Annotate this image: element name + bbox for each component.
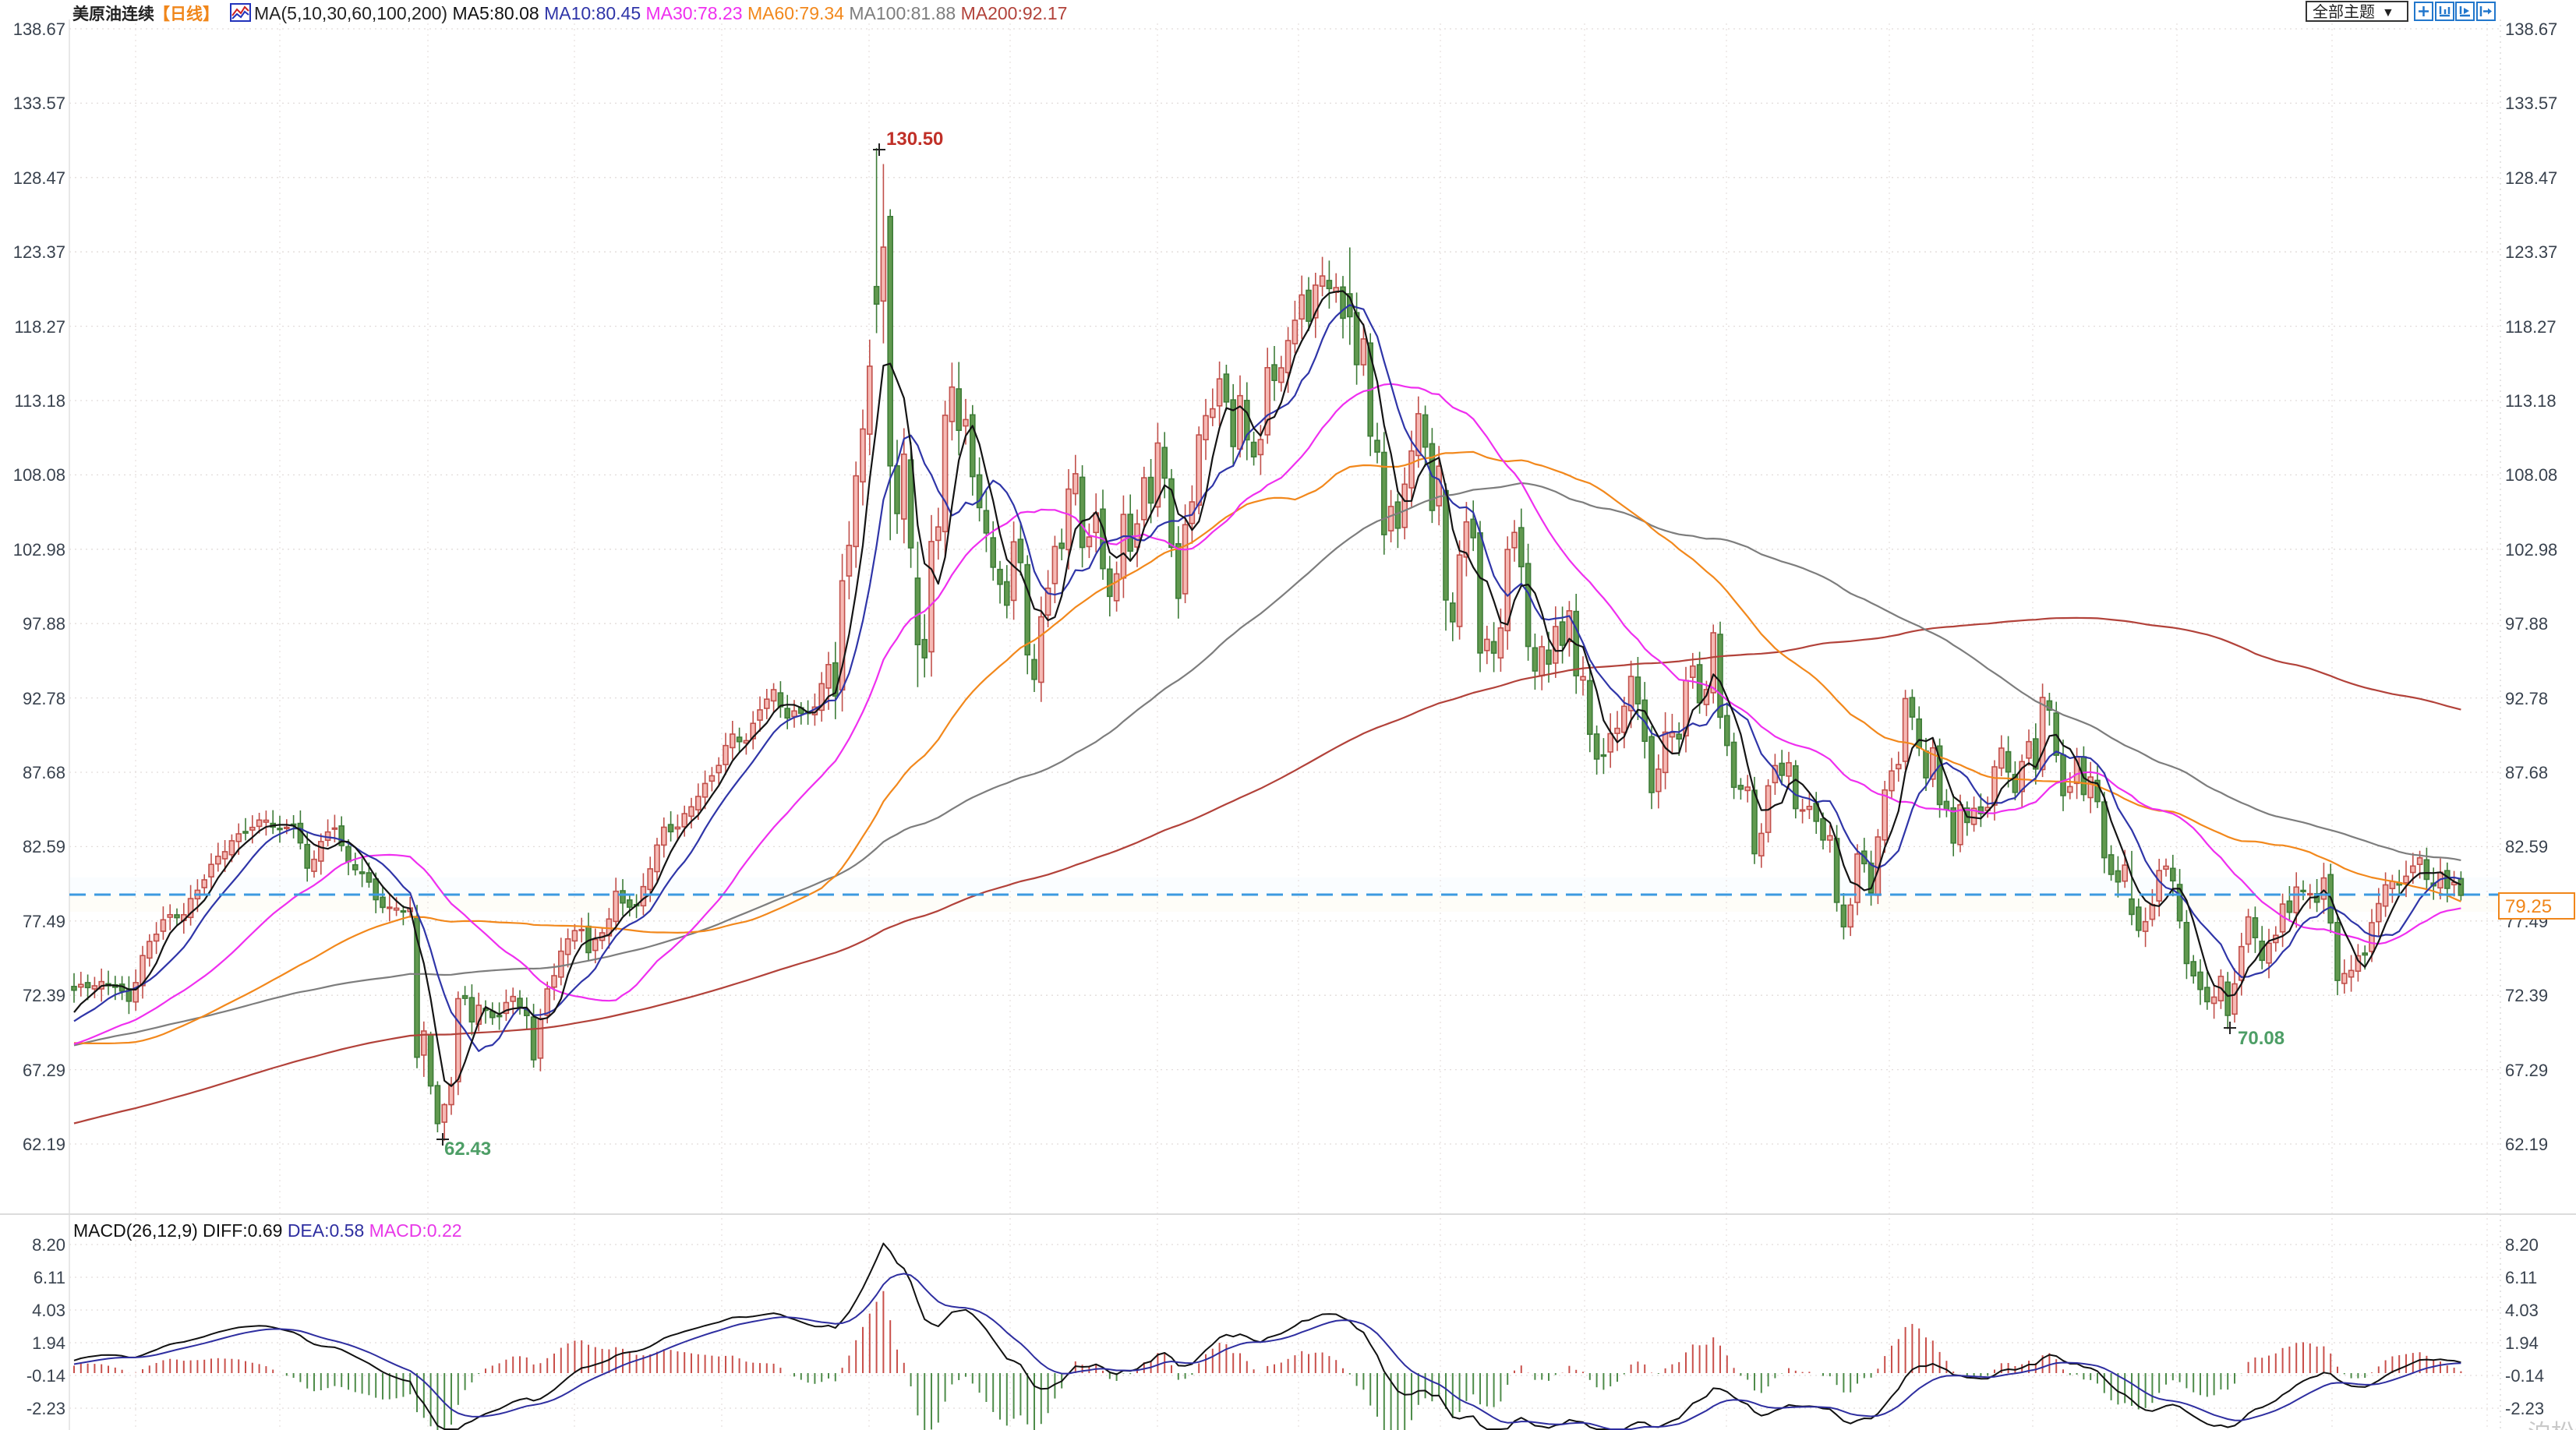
svg-text:1.94: 1.94 [2505, 1333, 2539, 1353]
svg-text:92.78: 92.78 [23, 689, 65, 708]
svg-text:79.25: 79.25 [2505, 896, 2552, 917]
svg-text:1.94: 1.94 [32, 1333, 65, 1353]
svg-text:-0.14: -0.14 [27, 1366, 65, 1386]
svg-text:118.27: 118.27 [2505, 317, 2557, 337]
svg-text:102.98: 102.98 [2505, 540, 2557, 560]
svg-text:123.37: 123.37 [2505, 242, 2557, 262]
svg-text:128.47: 128.47 [2505, 168, 2557, 188]
svg-text:97.88: 97.88 [23, 614, 65, 634]
svg-text:118.27: 118.27 [14, 317, 65, 337]
svg-text:97.88: 97.88 [2505, 614, 2548, 634]
svg-text:MA(5,10,30,60,100,200) MA5:80: MA(5,10,30,60,100,200) MA5:80.08 MA10:80… [254, 3, 1067, 23]
svg-text:62.19: 62.19 [23, 1135, 65, 1154]
svg-text:62.43: 62.43 [444, 1139, 491, 1160]
svg-text:6.11: 6.11 [34, 1268, 65, 1287]
svg-text:MACD(26,12,9) DIFF:0.69 DEA:0: MACD(26,12,9) DIFF:0.69 DEA:0.58 MACD:0.… [73, 1220, 462, 1241]
svg-text:108.08: 108.08 [2505, 465, 2557, 485]
svg-text:82.59: 82.59 [2505, 837, 2548, 856]
svg-text:67.29: 67.29 [23, 1061, 65, 1080]
svg-text:113.18: 113.18 [14, 391, 65, 411]
svg-text:108.08: 108.08 [13, 465, 65, 485]
svg-text:123.37: 123.37 [13, 242, 65, 262]
svg-text:全部主题: 全部主题 [2313, 3, 2375, 21]
svg-text:82.59: 82.59 [23, 837, 65, 856]
svg-text:102.98: 102.98 [13, 540, 65, 560]
svg-text:6.11: 6.11 [2505, 1268, 2537, 1287]
svg-text:-0.14: -0.14 [2505, 1366, 2544, 1386]
svg-text:138.67: 138.67 [13, 19, 65, 39]
svg-text:72.39: 72.39 [2505, 986, 2548, 1005]
svg-text:67.29: 67.29 [2505, 1061, 2548, 1080]
svg-text:133.57: 133.57 [13, 94, 65, 113]
svg-text:泊松汇: 泊松汇 [2528, 1421, 2576, 1430]
svg-text:-2.23: -2.23 [27, 1399, 65, 1418]
svg-text:87.68: 87.68 [2505, 763, 2548, 782]
svg-text:62.19: 62.19 [2505, 1135, 2548, 1154]
svg-text:4.03: 4.03 [2505, 1301, 2539, 1320]
svg-text:87.68: 87.68 [23, 763, 65, 782]
svg-text:113.18: 113.18 [2505, 391, 2557, 411]
svg-text:77.49: 77.49 [23, 912, 65, 931]
svg-text:92.78: 92.78 [2505, 689, 2548, 708]
svg-text:【日线】: 【日线】 [154, 5, 219, 23]
svg-text:4.03: 4.03 [32, 1301, 65, 1320]
svg-text:138.67: 138.67 [2505, 19, 2557, 39]
svg-text:133.57: 133.57 [2505, 94, 2557, 113]
svg-text:8.20: 8.20 [32, 1235, 65, 1255]
svg-text:130.50: 130.50 [886, 129, 943, 150]
svg-text:70.08: 70.08 [2238, 1028, 2284, 1049]
svg-text:8.20: 8.20 [2505, 1235, 2539, 1255]
svg-text:▼: ▼ [2382, 6, 2394, 19]
svg-text:美原油连续: 美原油连续 [72, 5, 154, 23]
svg-text:-2.23: -2.23 [2505, 1399, 2544, 1418]
svg-text:128.47: 128.47 [13, 168, 65, 188]
svg-text:72.39: 72.39 [23, 986, 65, 1005]
